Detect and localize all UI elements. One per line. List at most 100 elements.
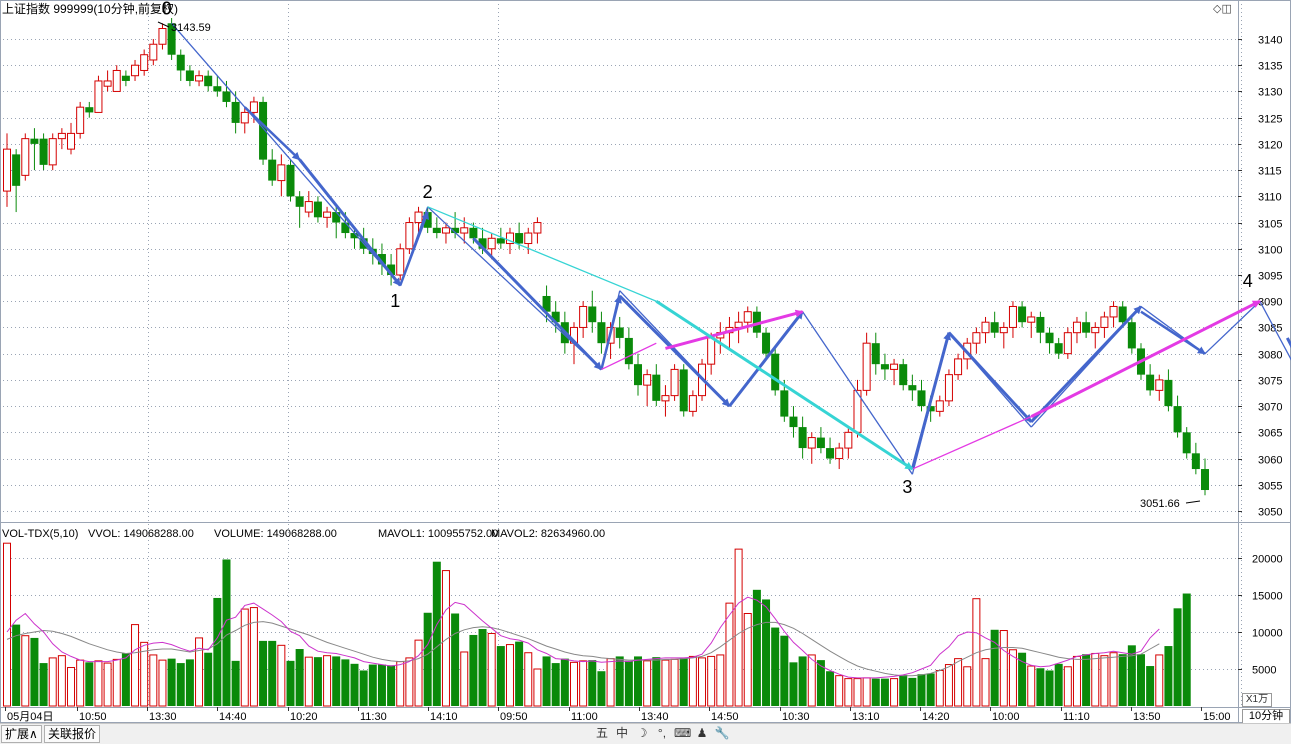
- candle-body: [268, 159, 277, 181]
- period-selector[interactable]: 10分钟: [1242, 709, 1290, 724]
- zhong-icon[interactable]: 中: [615, 726, 628, 740]
- candle-body: [588, 306, 597, 323]
- volume-bar: [990, 629, 999, 706]
- wave-arrow: [947, 331, 1033, 423]
- high-price-label: 3143.59: [171, 22, 211, 34]
- volume-legend: VOLUME: 149068288.00: [214, 528, 337, 540]
- candle-body: [826, 448, 835, 459]
- volume-bar: [588, 660, 597, 706]
- candle-body: [131, 64, 140, 77]
- volume-bar: [67, 667, 76, 707]
- volume-bar: [1082, 654, 1091, 706]
- candle-body: [862, 342, 871, 391]
- volume-bar: [1091, 652, 1100, 707]
- candle-body: [1155, 379, 1164, 391]
- wrench-icon[interactable]: 🔧: [714, 726, 730, 740]
- candle-body: [1063, 332, 1072, 355]
- candle-body: [396, 248, 405, 276]
- candle-body: [405, 222, 414, 250]
- high-pointer: [157, 21, 170, 28]
- mavol1-legend: MAVOL1: 100955752.00: [378, 528, 498, 540]
- volume-bar: [441, 570, 450, 707]
- volume-bar: [890, 678, 899, 707]
- wu-icon[interactable]: 五: [595, 726, 608, 740]
- volume-bar: [908, 677, 917, 706]
- candle-body: [707, 337, 716, 365]
- candle-body: [295, 196, 304, 207]
- volume-bar: [112, 658, 121, 707]
- vvol-legend: VVOL: 149068288.00: [88, 528, 194, 540]
- stock-chart[interactable]: 3050 3055 3060 3065 3070 3075 3080 3085 3090 3095…: [0, 0, 1291, 723]
- candle-body: [39, 138, 48, 165]
- candle-body: [176, 54, 185, 71]
- candle-body: [661, 395, 670, 402]
- candle-body: [1182, 432, 1191, 454]
- wave-arrow: [600, 295, 622, 370]
- candle-body: [542, 295, 551, 312]
- candle-body: [387, 264, 396, 275]
- x-tick-label: 13:10: [852, 711, 880, 723]
- candle-body: [414, 211, 423, 224]
- volume-bar: [944, 664, 953, 707]
- wave-outline: [1259, 300, 1291, 361]
- candle-body: [30, 138, 39, 144]
- candle-body: [780, 390, 789, 417]
- candle-body: [505, 232, 514, 245]
- x-tick-label: 13:30: [149, 711, 177, 723]
- mavol2-line: [6, 621, 1160, 677]
- volume-bar: [1173, 608, 1182, 706]
- volume-bar: [899, 674, 908, 706]
- price-tick-label: 3105: [1258, 219, 1282, 231]
- volume-tick-label: 5000: [1252, 665, 1276, 677]
- wave-arrow: [472, 237, 603, 371]
- volume-bar: [862, 677, 871, 707]
- x-tick-label: 14:10: [430, 711, 458, 723]
- volume-bar: [30, 637, 39, 706]
- user-icon[interactable]: ♟: [696, 726, 708, 740]
- candle-body: [1008, 305, 1017, 328]
- volume-bar: [222, 559, 231, 706]
- volume-bar: [423, 612, 432, 706]
- wave-arrow: [399, 211, 429, 286]
- candle-body: [533, 222, 542, 234]
- x-tick-label: 14:20: [922, 711, 950, 723]
- volume-tick-label: 10000: [1252, 628, 1283, 640]
- volume-bar: [387, 665, 396, 706]
- candle-body: [743, 311, 752, 323]
- volume-bar: [551, 663, 560, 706]
- price-tick-label: 3115: [1258, 166, 1282, 178]
- candle-body: [469, 227, 478, 239]
- candle-body: [752, 311, 761, 333]
- keyboard-icon[interactable]: ⌨: [674, 726, 692, 740]
- chart-frame: [0, 0, 1291, 723]
- candle-body: [917, 390, 926, 407]
- candle-body: [1072, 321, 1081, 334]
- volume-bar: [624, 660, 633, 706]
- window-controls-icon[interactable]: ◇◫: [1213, 3, 1232, 15]
- candle-body: [140, 54, 149, 71]
- volume-bar: [240, 608, 249, 707]
- moon-icon[interactable]: ☽: [636, 726, 648, 740]
- volume-bar: [954, 658, 963, 707]
- volume-bar: [295, 649, 304, 706]
- price-tick-label: 3080: [1258, 350, 1282, 362]
- volume-bar: [1155, 654, 1164, 707]
- volume-bar: [85, 662, 94, 706]
- candle-body: [1027, 316, 1036, 323]
- candle-body: [1036, 316, 1045, 333]
- punctuation-icon[interactable]: °,: [657, 726, 667, 740]
- volume-bar: [634, 656, 643, 706]
- volume-tick-label: 20000: [1252, 554, 1283, 566]
- candle-body: [880, 364, 889, 370]
- wave-arrow: [298, 158, 402, 287]
- price-tick-label: 3110: [1258, 192, 1282, 204]
- tab-related-quote[interactable]: 关联报价: [44, 725, 101, 743]
- x-tick-label: 10:30: [782, 711, 810, 723]
- volume-bar: [94, 660, 103, 707]
- x-tick-label: 13:40: [641, 711, 669, 723]
- tab-expand[interactable]: 扩展∧: [1, 725, 42, 743]
- candle-body: [798, 427, 807, 449]
- volume-bar: [121, 653, 130, 706]
- candle-body: [515, 233, 524, 244]
- candle-body: [249, 101, 258, 113]
